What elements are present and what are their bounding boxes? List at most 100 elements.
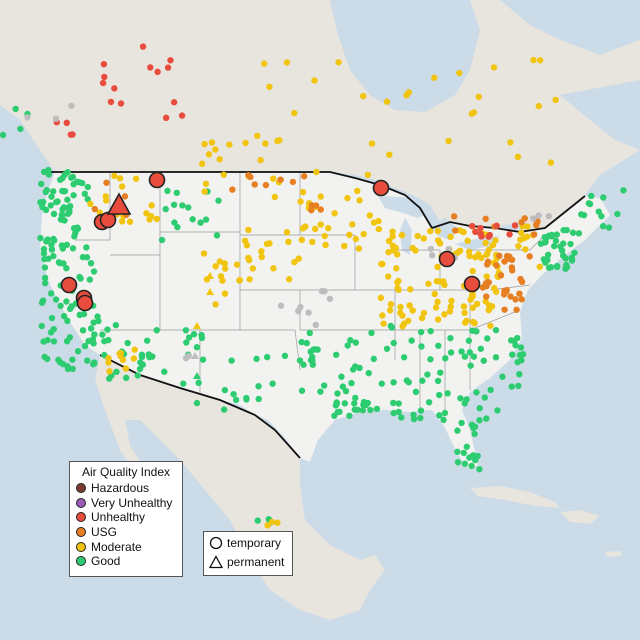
monitor-dot[interactable]: [406, 302, 413, 309]
monitor-dot[interactable]: [91, 359, 98, 366]
monitor-dot[interactable]: [64, 317, 71, 325]
monitor-dot[interactable]: [121, 193, 129, 200]
monitor-dot[interactable]: [420, 235, 427, 242]
monitor-dot[interactable]: [258, 253, 265, 261]
monitor-dot[interactable]: [148, 202, 155, 209]
monitor-dot[interactable]: [37, 234, 44, 242]
monitor-dot[interactable]: [477, 224, 484, 232]
monitor-dot[interactable]: [146, 216, 153, 223]
monitor-dot[interactable]: [390, 399, 397, 407]
monitor-dot[interactable]: [84, 357, 91, 364]
monitor-dot[interactable]: [472, 456, 479, 464]
monitor-dot[interactable]: [333, 399, 340, 406]
monitor-dot[interactable]: [47, 290, 55, 297]
monitor-dot[interactable]: [454, 459, 462, 466]
monitor-dot[interactable]: [182, 327, 190, 334]
monitor-dot[interactable]: [552, 96, 559, 104]
monitor-dot[interactable]: [56, 176, 64, 184]
monitor-dot[interactable]: [212, 263, 219, 270]
monitor-dot[interactable]: [68, 174, 75, 181]
monitor-dot[interactable]: [311, 77, 318, 84]
monitor-dot[interactable]: [526, 253, 533, 260]
monitor-dot[interactable]: [464, 237, 471, 245]
monitor-dot[interactable]: [116, 350, 123, 357]
monitor-dot[interactable]: [467, 362, 474, 369]
monitor-dot[interactable]: [370, 355, 378, 363]
monitor-dot[interactable]: [461, 400, 468, 407]
monitor-dot[interactable]: [300, 361, 307, 368]
monitor-dot[interactable]: [317, 221, 324, 228]
monitor-dot[interactable]: [537, 57, 544, 64]
monitor-dot[interactable]: [360, 230, 367, 238]
monitor-dot[interactable]: [143, 210, 150, 217]
monitor-dot[interactable]: [496, 252, 503, 260]
monitor-dot[interactable]: [559, 240, 567, 247]
monitor-dot[interactable]: [118, 218, 126, 225]
monitor-dot[interactable]: [193, 344, 201, 351]
monitor-dot[interactable]: [458, 419, 465, 427]
monitor-dot[interactable]: [515, 382, 522, 390]
monitor-dot[interactable]: [298, 387, 306, 394]
monitor-dot[interactable]: [517, 352, 524, 359]
monitor-dot[interactable]: [170, 201, 178, 208]
monitor-dot[interactable]: [441, 311, 448, 318]
monitor-dot[interactable]: [434, 227, 442, 235]
monitor-dot[interactable]: [143, 337, 151, 344]
monitor-dot[interactable]: [270, 265, 277, 272]
monitor-dot[interactable]: [488, 303, 496, 310]
monitor-dot[interactable]: [100, 60, 108, 68]
monitor-dot[interactable]: [213, 232, 221, 239]
monitor-dot[interactable]: [388, 324, 396, 331]
monitor-dot[interactable]: [454, 448, 461, 456]
monitor-dot[interactable]: [563, 263, 571, 271]
monitor-dot[interactable]: [215, 197, 222, 204]
monitor-dot[interactable]: [480, 357, 487, 364]
monitor-dot[interactable]: [380, 320, 387, 327]
monitor-dot[interactable]: [60, 188, 67, 195]
monitor-dot[interactable]: [530, 231, 538, 238]
monitor-dot[interactable]: [57, 216, 65, 223]
monitor-dot[interactable]: [360, 398, 368, 406]
monitor-dot[interactable]: [468, 462, 475, 470]
monitor-dot[interactable]: [434, 298, 441, 306]
monitor-dot[interactable]: [268, 518, 276, 526]
monitor-dot[interactable]: [64, 196, 71, 203]
monitor-dot[interactable]: [12, 105, 19, 113]
monitor-dot[interactable]: [484, 261, 491, 268]
monitor-dot[interactable]: [393, 251, 401, 258]
monitor-dot[interactable]: [68, 102, 75, 109]
monitor-dot[interactable]: [332, 351, 340, 358]
monitor-dot[interactable]: [448, 297, 455, 305]
monitor-dot[interactable]: [90, 319, 97, 326]
monitor-dot[interactable]: [321, 232, 328, 240]
monitor-dot[interactable]: [452, 227, 459, 234]
monitor-dot[interactable]: [460, 449, 468, 457]
monitor-dot[interactable]: [281, 352, 289, 360]
monitor-dot[interactable]: [513, 306, 520, 313]
monitor-dot[interactable]: [103, 179, 110, 186]
monitor-dot[interactable]: [52, 198, 60, 206]
monitor-dot[interactable]: [441, 409, 449, 417]
monitor-dot[interactable]: [60, 260, 67, 267]
monitor-dot[interactable]: [364, 171, 372, 179]
monitor-dot[interactable]: [326, 295, 334, 302]
monitor-dot[interactable]: [242, 139, 249, 147]
monitor-dot[interactable]: [465, 337, 473, 344]
monitor-dot[interactable]: [368, 140, 376, 147]
monitor-dot[interactable]: [400, 320, 408, 327]
monitor-dot[interactable]: [298, 338, 305, 346]
monitor-dot[interactable]: [560, 226, 567, 234]
monitor-dot[interactable]: [418, 314, 426, 322]
monitor-dot[interactable]: [86, 276, 94, 283]
monitor-dot[interactable]: [41, 279, 49, 287]
monitor-dot[interactable]: [530, 56, 537, 64]
monitor-dot[interactable]: [179, 202, 186, 209]
monitor-dot[interactable]: [390, 409, 397, 417]
monitor-dot[interactable]: [442, 355, 449, 362]
monitor-dot[interactable]: [468, 222, 476, 230]
monitor-dot[interactable]: [492, 354, 500, 361]
monitor-dot[interactable]: [106, 375, 113, 382]
monitor-dot[interactable]: [393, 265, 400, 272]
monitor-dot[interactable]: [69, 365, 76, 373]
temporary-monitor-unhealthy[interactable]: [372, 179, 390, 197]
